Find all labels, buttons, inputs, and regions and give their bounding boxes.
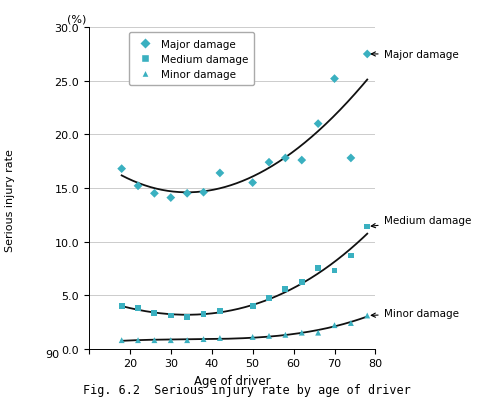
Point (200, 312, 207, 318)
Point (298, 158, 306, 164)
Point (216, 308, 224, 315)
Point (167, 312, 175, 319)
Point (330, 267, 338, 274)
Point (118, 166, 125, 172)
Point (200, 336, 207, 342)
Point (151, 337, 159, 344)
Point (151, 310, 159, 317)
Point (200, 190, 207, 196)
Point (134, 183, 142, 190)
Point (347, 320, 355, 326)
Text: 90: 90 (45, 349, 60, 359)
Point (183, 337, 191, 344)
Point (265, 160, 273, 166)
Point (167, 195, 175, 201)
X-axis label: Age of driver: Age of driver (194, 374, 271, 387)
Point (363, 224, 371, 230)
Point (363, 312, 371, 319)
Point (298, 330, 306, 336)
Point (347, 155, 355, 162)
Point (248, 334, 256, 340)
Point (216, 170, 224, 177)
Point (314, 330, 322, 336)
Point (118, 337, 125, 344)
Point (118, 303, 125, 309)
Text: Major damage: Major damage (371, 50, 458, 60)
Point (151, 190, 159, 197)
Point (314, 121, 322, 128)
Point (183, 314, 191, 320)
Point (248, 180, 256, 186)
Point (134, 305, 142, 312)
Point (330, 76, 338, 83)
Legend: Major damage, Medium damage, Minor damage: Major damage, Medium damage, Minor damag… (128, 33, 254, 86)
Point (265, 333, 273, 339)
Text: Minor damage: Minor damage (371, 309, 458, 318)
Point (282, 155, 289, 162)
Text: (%): (%) (67, 15, 86, 25)
Point (282, 332, 289, 338)
Point (298, 279, 306, 286)
Text: Medium damage: Medium damage (371, 216, 471, 228)
Text: Fig. 6.2  Serious injury rate by age of driver: Fig. 6.2 Serious injury rate by age of d… (83, 383, 411, 396)
Text: Serious injury rate: Serious injury rate (5, 149, 15, 252)
Point (134, 337, 142, 344)
Point (347, 253, 355, 259)
Point (216, 335, 224, 341)
Point (183, 190, 191, 197)
Point (265, 296, 273, 302)
Point (248, 303, 256, 309)
Point (282, 286, 289, 292)
Point (330, 322, 338, 328)
Point (363, 52, 371, 58)
Point (167, 337, 175, 344)
Point (314, 265, 322, 272)
